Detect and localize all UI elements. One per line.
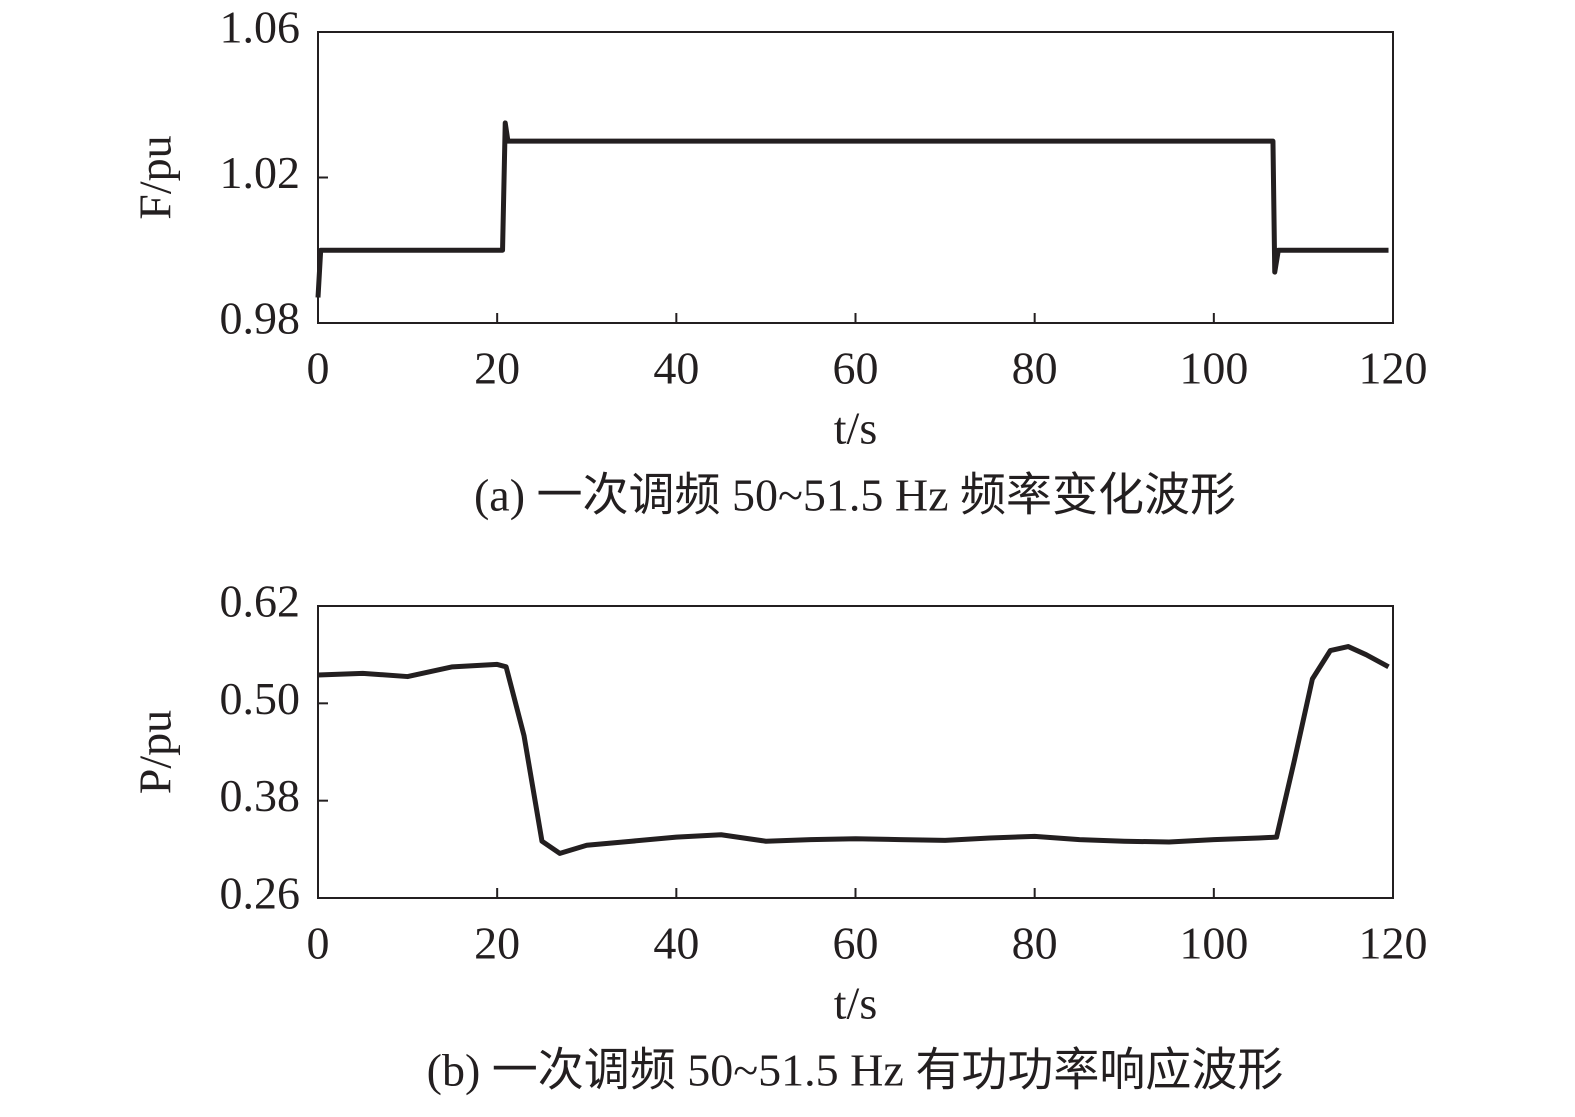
x-axis-label: t/s — [834, 403, 877, 454]
y-tick-label: 0.50 — [220, 673, 301, 724]
y-axis-label: F/pu — [130, 135, 181, 219]
x-tick-label: 20 — [474, 343, 520, 394]
x-tick-label: 100 — [1179, 343, 1248, 394]
x-tick-label: 120 — [1359, 918, 1428, 969]
x-tick-label: 120 — [1359, 343, 1428, 394]
x-tick-label: 0 — [307, 343, 330, 394]
data-line — [315, 120, 1389, 298]
x-axis-label: t/s — [834, 978, 877, 1029]
y-tick-label: 0.98 — [220, 293, 301, 344]
y-tick-label: 0.38 — [220, 770, 301, 821]
y-tick-label: 1.02 — [220, 147, 301, 198]
x-tick-label: 80 — [1012, 343, 1058, 394]
x-tick-label: 20 — [474, 918, 520, 969]
x-tick-label: 80 — [1012, 918, 1058, 969]
plot-frame — [317, 31, 1394, 324]
x-tick-label: 0 — [307, 918, 330, 969]
y-tick-label: 1.06 — [220, 2, 301, 53]
data-line — [317, 644, 1390, 856]
x-tick-label: 40 — [653, 918, 699, 969]
x-tick-label: 60 — [833, 343, 879, 394]
chart-title: (a) 一次调频 50~51.5 Hz 频率变化波形 — [474, 470, 1236, 521]
plot-frame — [317, 605, 1394, 899]
y-tick-label: 0.26 — [220, 868, 301, 919]
chart-title: (b) 一次调频 50~51.5 Hz 有功功率响应波形 — [427, 1045, 1284, 1096]
x-tick-label: 100 — [1179, 918, 1248, 969]
x-tick-label: 60 — [833, 918, 879, 969]
y-tick-label: 0.62 — [220, 576, 301, 627]
y-axis-label: P/pu — [130, 710, 181, 794]
x-tick-label: 40 — [653, 343, 699, 394]
